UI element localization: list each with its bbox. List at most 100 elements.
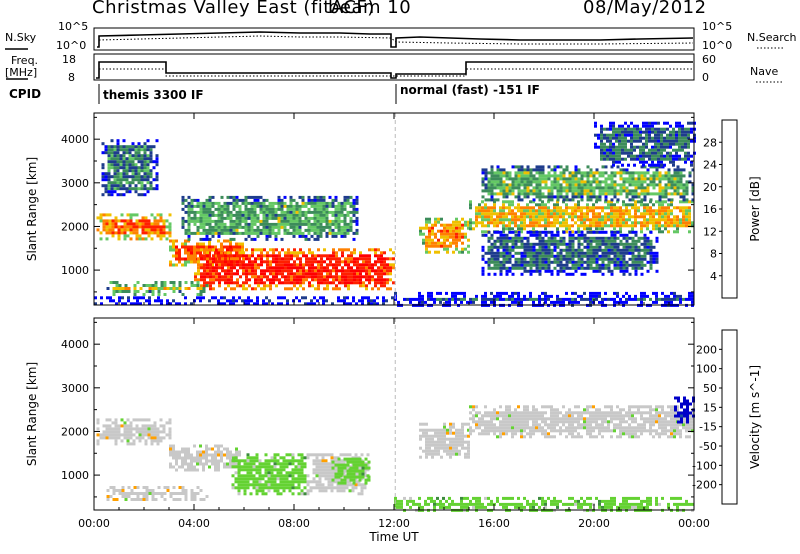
data-cell bbox=[643, 233, 647, 237]
data-cell bbox=[284, 251, 287, 255]
data-cell bbox=[487, 189, 491, 193]
data-cell bbox=[574, 183, 578, 187]
data-cell bbox=[187, 287, 191, 290]
data-cell bbox=[120, 228, 124, 232]
data-cell bbox=[628, 224, 631, 228]
data-cell bbox=[347, 272, 350, 276]
data-cell bbox=[178, 281, 182, 284]
data-cell bbox=[538, 242, 542, 246]
data-cell bbox=[298, 231, 302, 235]
data-cell bbox=[325, 234, 329, 238]
data-cell bbox=[301, 204, 305, 208]
data-cell bbox=[337, 216, 341, 220]
data-cell bbox=[262, 228, 266, 232]
data-cell bbox=[317, 269, 320, 273]
data-cell bbox=[682, 174, 686, 178]
data-cell bbox=[565, 227, 568, 231]
data-cell bbox=[664, 227, 667, 231]
data-cell bbox=[535, 297, 538, 301]
data-cell bbox=[621, 145, 624, 149]
data-cell bbox=[523, 257, 527, 261]
data-cell bbox=[160, 302, 163, 306]
data-cell bbox=[140, 166, 144, 170]
data-cell bbox=[523, 209, 526, 213]
data-cell bbox=[571, 251, 575, 255]
data-cell bbox=[245, 287, 248, 291]
data-cell bbox=[311, 275, 314, 279]
data-cell bbox=[425, 241, 428, 245]
data-cell bbox=[323, 287, 326, 291]
data-cell bbox=[144, 228, 148, 232]
data-cell bbox=[574, 300, 577, 304]
data-cell bbox=[287, 272, 290, 276]
data-cell bbox=[675, 139, 678, 143]
data-cell bbox=[320, 260, 323, 264]
data-cell bbox=[604, 254, 608, 258]
data-cell bbox=[594, 121, 597, 125]
data-cell bbox=[184, 198, 188, 202]
data-cell bbox=[637, 236, 641, 240]
data-cell bbox=[559, 177, 563, 181]
data-cell bbox=[553, 254, 557, 258]
data-cell bbox=[481, 230, 484, 234]
data-cell bbox=[669, 136, 672, 140]
data-cell bbox=[299, 275, 302, 279]
data-cell bbox=[622, 171, 626, 175]
data-cell bbox=[606, 154, 609, 158]
data-cell bbox=[319, 210, 323, 214]
data-cell bbox=[592, 212, 595, 216]
data-cell bbox=[646, 192, 650, 196]
data-cell bbox=[257, 284, 260, 288]
data-cell bbox=[589, 254, 593, 258]
data-cell bbox=[594, 133, 597, 137]
data-cell bbox=[229, 245, 232, 249]
data-cell bbox=[220, 210, 224, 214]
data-cell bbox=[181, 450, 184, 454]
data-cell bbox=[493, 174, 497, 178]
data-cell bbox=[244, 222, 248, 226]
data-cell bbox=[251, 260, 254, 264]
data-cell bbox=[205, 231, 209, 235]
data-cell bbox=[212, 275, 215, 279]
data-cell bbox=[592, 203, 595, 207]
data-cell bbox=[184, 468, 187, 472]
data-cell bbox=[235, 248, 238, 252]
data-cell bbox=[634, 192, 638, 196]
data-cell bbox=[272, 269, 275, 273]
data-cell bbox=[580, 297, 583, 301]
data-cell bbox=[541, 192, 545, 196]
data-cell bbox=[643, 297, 646, 301]
data-cell bbox=[625, 180, 629, 184]
data-cell bbox=[359, 263, 362, 267]
data-cell bbox=[595, 195, 599, 199]
data-cell bbox=[654, 133, 657, 137]
data-cell bbox=[337, 225, 341, 229]
data-region bbox=[94, 296, 394, 306]
data-cell bbox=[214, 296, 217, 300]
data-cell bbox=[184, 447, 187, 451]
data-cell bbox=[580, 189, 584, 193]
data-cell bbox=[565, 263, 569, 267]
data-cell bbox=[505, 269, 509, 273]
data-cell bbox=[529, 192, 533, 196]
data-cell bbox=[523, 183, 527, 187]
data-cell bbox=[341, 272, 344, 276]
data-cell bbox=[169, 287, 173, 290]
data-cell bbox=[184, 296, 187, 300]
data-cell bbox=[238, 245, 241, 249]
data-cell bbox=[200, 254, 203, 258]
data-cell bbox=[615, 160, 618, 164]
data-cell bbox=[592, 186, 596, 190]
data-cell bbox=[604, 251, 608, 255]
data-cell bbox=[284, 263, 287, 267]
data-cell bbox=[332, 287, 335, 291]
data-cell bbox=[218, 263, 221, 267]
data-cell bbox=[349, 201, 353, 205]
data-cell bbox=[377, 254, 380, 258]
data-cell bbox=[637, 245, 641, 249]
data-cell bbox=[118, 284, 122, 287]
data-cell bbox=[610, 224, 613, 228]
data-cell bbox=[652, 192, 656, 196]
data-cell bbox=[301, 198, 305, 202]
data-cell bbox=[601, 206, 604, 210]
